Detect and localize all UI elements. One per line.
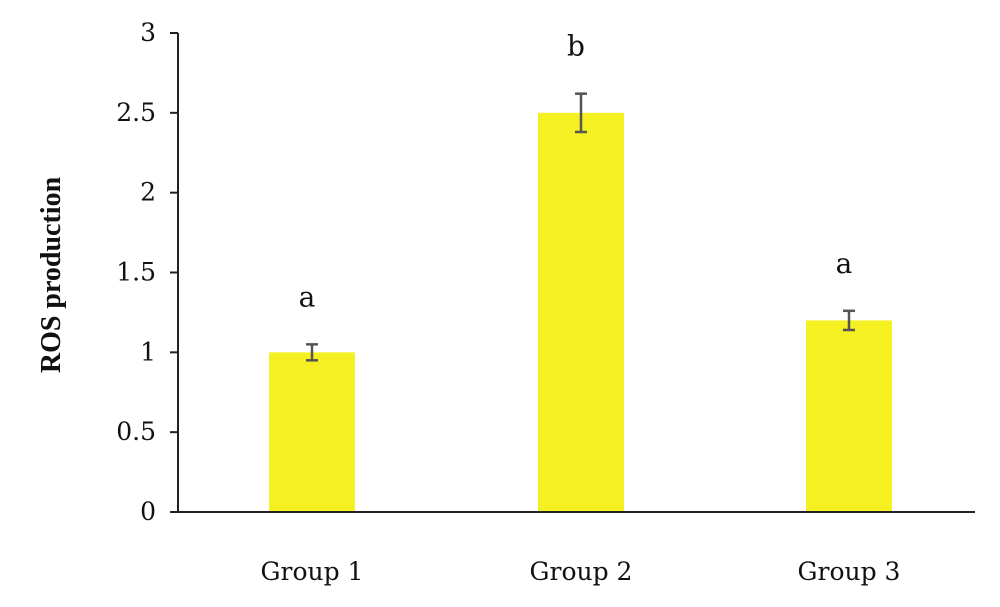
error-bar [306,343,318,362]
significance-label: a [299,280,316,313]
y-axis-title: ROS production [36,176,67,373]
bar [538,112,624,512]
error-bar [575,92,587,134]
y-tick-label: 3 [140,18,156,47]
y-tick-label: 0 [140,497,156,526]
bar [269,352,355,512]
x-axis: Group 1 Group 2 Group 3 [261,557,901,586]
bars [269,112,892,512]
category-label: Group 2 [530,557,633,586]
y-tick-label: 1 [140,337,156,366]
error-bar [843,309,855,332]
significance-label: a [836,247,853,280]
category-label: Group 1 [261,557,364,586]
error-bars [306,92,855,362]
y-tick-label: 2 [140,178,156,207]
category-label: Group 3 [798,557,901,586]
significance-labels: a b a [299,30,853,314]
y-tick-label: 1.5 [116,258,156,287]
y-tick-label: 0.5 [116,417,156,446]
bar [806,320,892,512]
significance-label: b [567,30,585,63]
y-tick-label: 2.5 [116,98,156,127]
y-axis: 0 0.5 1 1.5 2 2.5 3 [116,18,178,526]
